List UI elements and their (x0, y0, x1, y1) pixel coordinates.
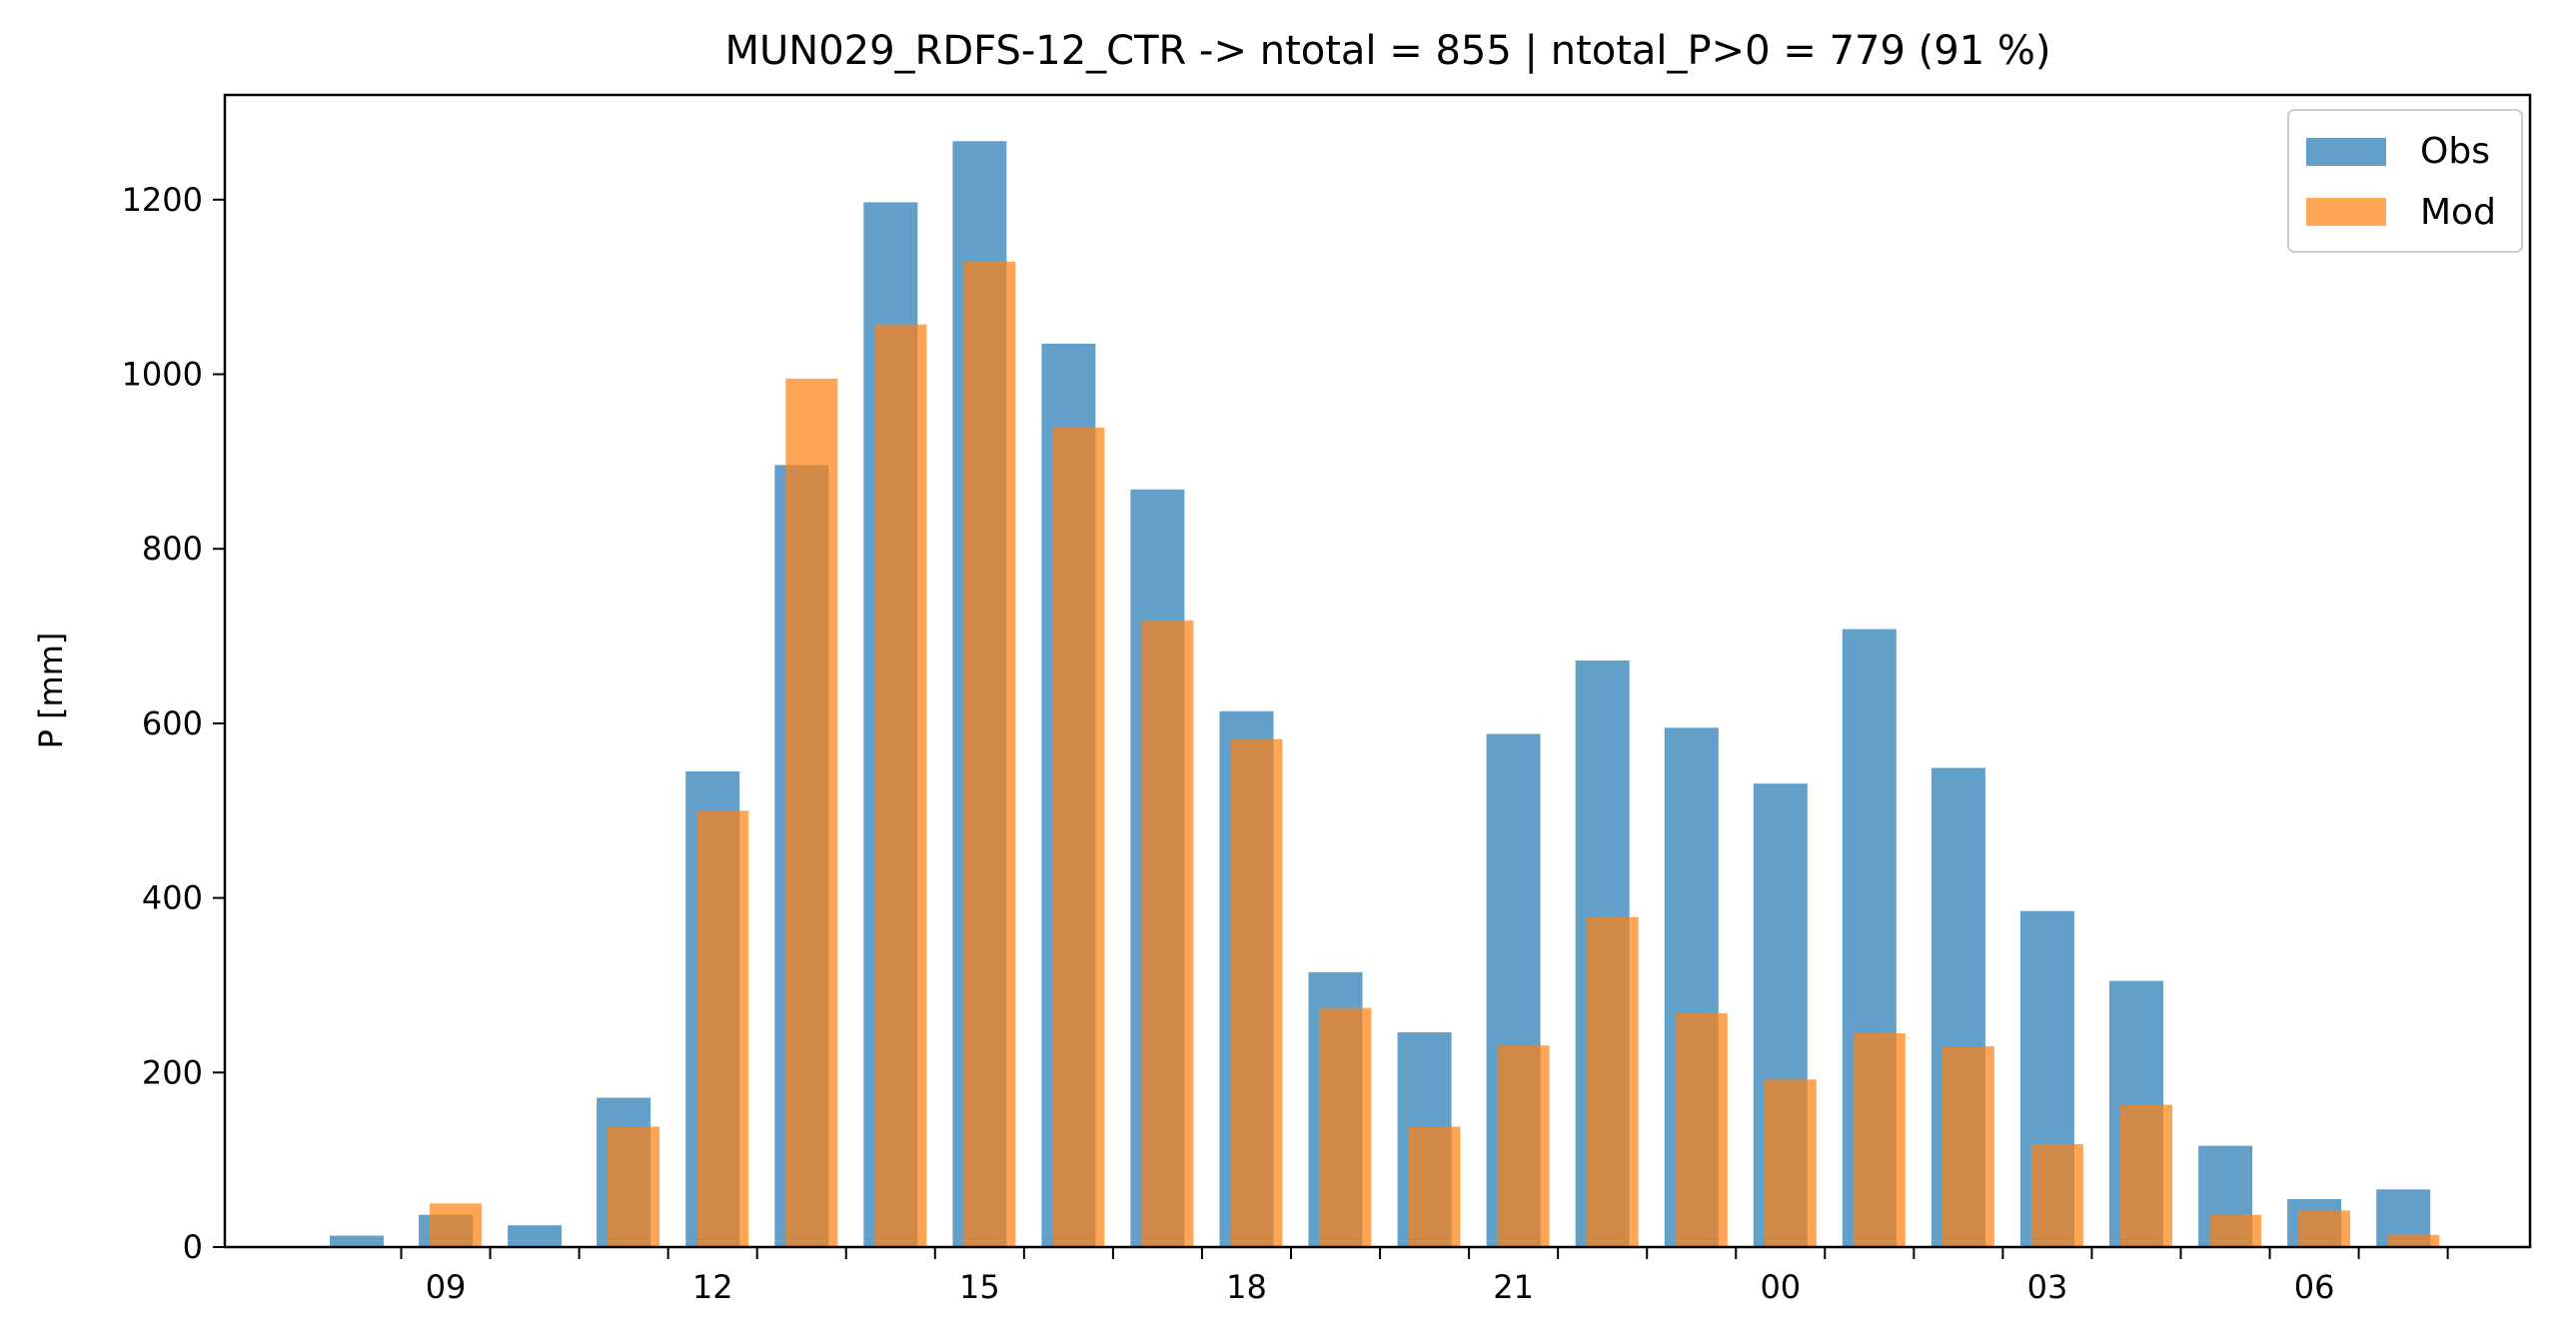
bar-mod-h20 (1408, 1126, 1461, 1247)
bar-mod-h02 (1941, 1046, 1994, 1247)
y-axis-ticks: 0 200 400 600 800 1000 1200 (122, 181, 225, 1266)
legend-swatch-obs (2306, 138, 2386, 166)
bar-mod-h00 (1764, 1079, 1817, 1247)
bar-mod-h15 (963, 261, 1016, 1247)
x-tick-label: 06 (2294, 1268, 2335, 1306)
x-tick-label: 12 (692, 1268, 733, 1306)
y-tick-label: 600 (142, 704, 203, 742)
x-tick-label: 18 (1226, 1268, 1267, 1306)
mod-bars (430, 261, 2440, 1247)
legend-label-mod: Mod (2420, 192, 2496, 233)
y-tick-label: 200 (142, 1053, 203, 1091)
bar-mod-h09 (430, 1203, 483, 1247)
bar-mod-h03 (2030, 1143, 2083, 1247)
plot-frame (223, 93, 2532, 1249)
y-tick-label: 800 (142, 530, 203, 568)
bar-mod-h18 (1230, 738, 1283, 1247)
bar-obs-h10 (508, 1225, 563, 1247)
bar-mod-h13 (785, 378, 838, 1247)
legend-swatch-mod (2306, 198, 2386, 226)
y-tick-label: 1200 (122, 181, 203, 219)
bar-mod-h23 (1675, 1012, 1728, 1247)
x-tick-label: 15 (959, 1268, 1000, 1306)
x-tick-label: 09 (426, 1268, 467, 1306)
bar-mod-h22 (1586, 916, 1639, 1247)
bar-mod-h04 (2120, 1104, 2172, 1247)
bar-mod-h11 (608, 1126, 660, 1247)
legend: Obs Mod (2287, 109, 2523, 253)
y-tick-label: 0 (183, 1228, 203, 1266)
bar-mod-h06 (2298, 1210, 2351, 1247)
x-tick-label: 00 (1760, 1268, 1801, 1306)
y-tick-label: 400 (142, 879, 203, 917)
x-tick-label: 21 (1493, 1268, 1534, 1306)
bar-obs-h08 (330, 1235, 384, 1247)
x-axis-ticks: 09 12 15 18 21 00 03 06 (400, 1247, 2449, 1306)
bar-mod-h14 (874, 324, 927, 1247)
bar-mod-h19 (1319, 1007, 1372, 1247)
obs-bars (330, 141, 2431, 1247)
bar-mod-h01 (1853, 1033, 1906, 1247)
bar-mod-h16 (1052, 427, 1105, 1247)
bar-mod-h17 (1141, 620, 1194, 1247)
legend-label-obs: Obs (2420, 131, 2490, 172)
chart-title: MUN029_RDFS-12_CTR -> ntotal = 855 | nto… (725, 28, 2051, 74)
bar-mod-h07 (2387, 1234, 2440, 1247)
bar-mod-h21 (1497, 1045, 1550, 1247)
x-tick-label: 03 (2027, 1268, 2068, 1306)
y-axis-label: P [mm] (32, 633, 70, 749)
bar-mod-h12 (696, 810, 749, 1247)
bar-mod-h05 (2209, 1214, 2262, 1247)
y-tick-label: 1000 (122, 356, 203, 394)
